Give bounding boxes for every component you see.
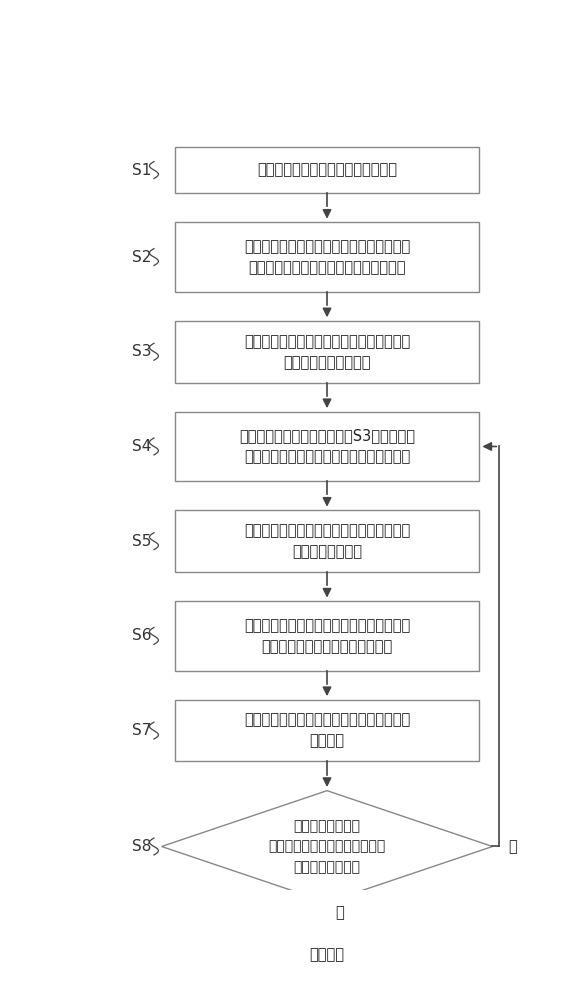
FancyBboxPatch shape: [175, 321, 479, 383]
Text: S2: S2: [132, 250, 151, 265]
Text: 将投影点坐标代入修形量方程，获得齿面上
的每个点的修形量: 将投影点坐标代入修形量方程，获得齿面上 的每个点的修形量: [244, 523, 410, 559]
Text: 对修形齿面与原始
不修形齿面进行偏差比较，比较
斑点是否符合要求: 对修形齿面与原始 不修形齿面进行偏差比较，比较 斑点是否符合要求: [268, 819, 385, 874]
FancyBboxPatch shape: [175, 700, 479, 761]
Text: 建立未修形尼曼蜗轮的原始精确模型: 建立未修形尼曼蜗轮的原始精确模型: [257, 163, 397, 178]
Text: 修形结束: 修形结束: [309, 947, 344, 962]
Text: S7: S7: [132, 723, 151, 738]
Text: S5: S5: [132, 534, 151, 549]
FancyBboxPatch shape: [175, 147, 479, 193]
Polygon shape: [162, 791, 493, 902]
Text: 否: 否: [508, 839, 517, 854]
Text: 将蜗轮齿面上的点投影到步骤S3建立的切平
面上，获得投影点在切平面坐标系中的坐标: 将蜗轮齿面上的点投影到步骤S3建立的切平 面上，获得投影点在切平面坐标系中的坐标: [239, 428, 415, 464]
FancyBboxPatch shape: [175, 510, 479, 572]
Text: S8: S8: [132, 839, 151, 854]
Text: 过出口区中心点建立蜗轮齿面的切平面，并
在该平面上建立坐标系: 过出口区中心点建立蜗轮齿面的切平面，并 在该平面上建立坐标系: [244, 334, 410, 370]
Text: 将偏移后的点高次拟合成光顺面，即为修形
后的齿面: 将偏移后的点高次拟合成光顺面，即为修形 后的齿面: [244, 713, 410, 749]
Text: 将蜗轮齿面上的点沿着该点处齿面法向量向
轮齿内部偏移，偏移距离为修形量: 将蜗轮齿面上的点沿着该点处齿面法向量向 轮齿内部偏移，偏移距离为修形量: [244, 618, 410, 654]
FancyBboxPatch shape: [175, 412, 479, 481]
FancyBboxPatch shape: [175, 932, 479, 978]
Text: S4: S4: [132, 439, 151, 454]
FancyBboxPatch shape: [175, 222, 479, 292]
Text: S6: S6: [132, 628, 151, 643]
Text: S3: S3: [132, 344, 151, 359]
Text: S1: S1: [132, 163, 151, 178]
FancyBboxPatch shape: [175, 601, 479, 671]
Text: 将蜗轮齿面上取出口区中心作为修形基准点
，获得该点坐标以及该点处齿面的法向量: 将蜗轮齿面上取出口区中心作为修形基准点 ，获得该点坐标以及该点处齿面的法向量: [244, 239, 410, 275]
Text: 是: 是: [335, 906, 344, 921]
